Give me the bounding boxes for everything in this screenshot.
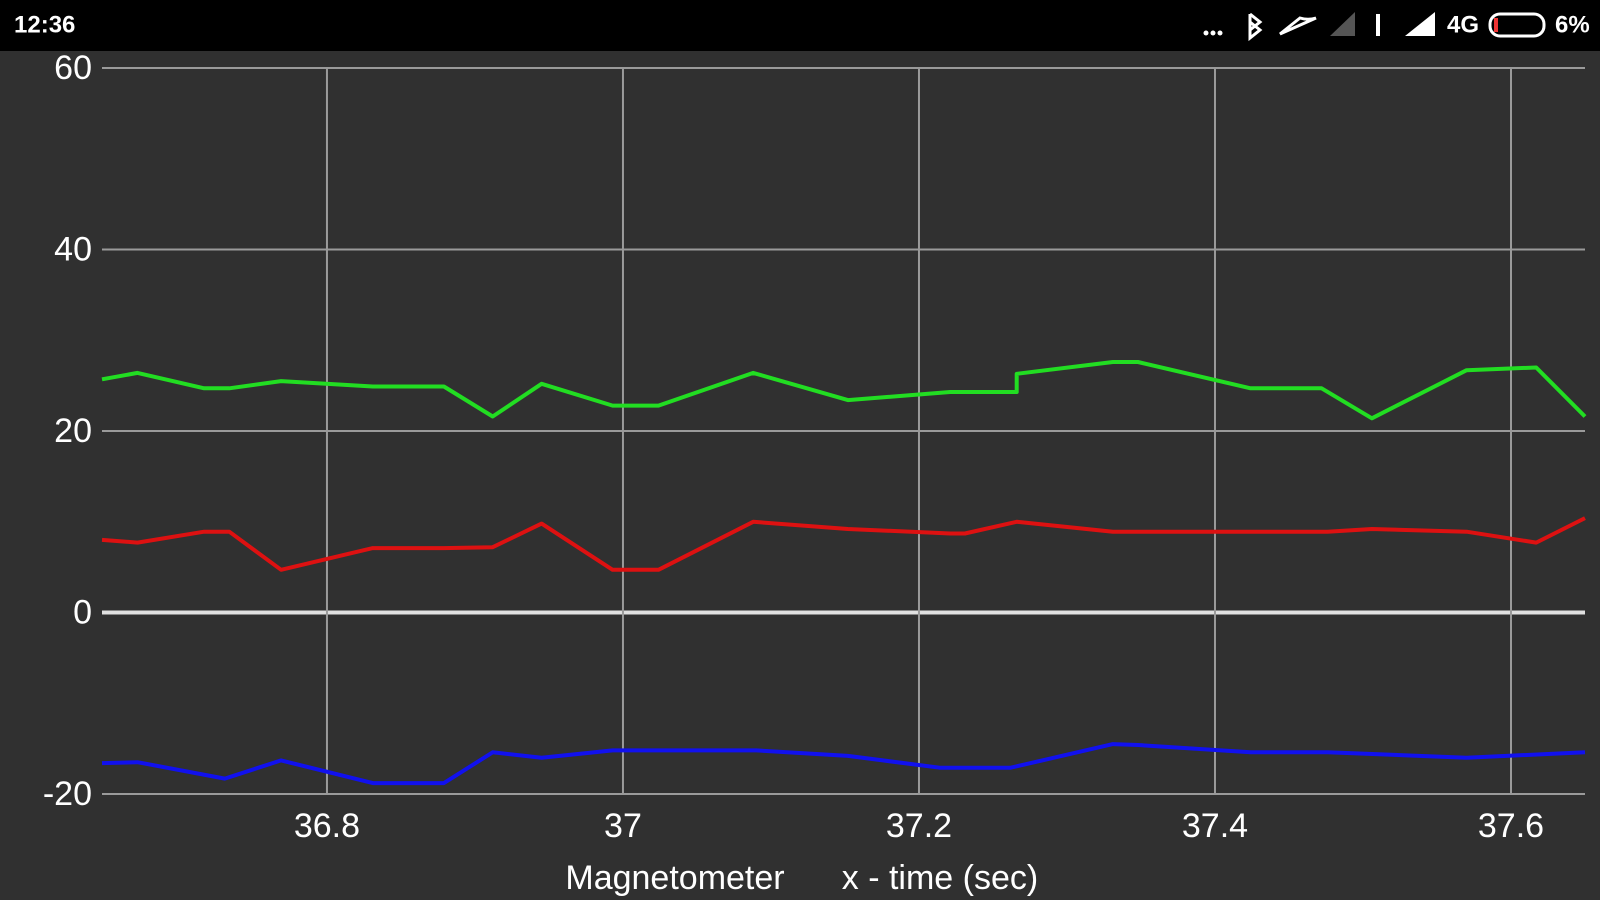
x-tick-label: 37.6: [1478, 807, 1544, 845]
data-line: [101, 360, 1587, 421]
battery-level: [1494, 18, 1498, 32]
x-tick-label: 37.4: [1182, 807, 1248, 845]
y-tick-label: 20: [54, 412, 92, 450]
status-battery: 6%: [1555, 11, 1590, 38]
data-line: [101, 742, 1586, 786]
x-axis-label: x - time (sec): [842, 859, 1038, 897]
chart-title: Magnetometer: [565, 859, 784, 897]
x-tick-label: 37.2: [886, 807, 952, 845]
status-network: 4G: [1447, 11, 1479, 38]
status-bar: [0, 0, 1600, 51]
status-time: 12:36: [14, 11, 75, 38]
status-icons: [1203, 12, 1435, 42]
y-tick-label: 60: [54, 49, 92, 87]
y-tick-label: 0: [73, 593, 92, 631]
y-tick-label: 40: [54, 230, 92, 268]
data-line: [101, 516, 1586, 572]
y-tick-label: -20: [43, 775, 92, 813]
x-tick-label: 36.8: [294, 807, 360, 845]
x-tick-label: 37: [604, 807, 642, 845]
battery-icon: [1488, 12, 1546, 38]
